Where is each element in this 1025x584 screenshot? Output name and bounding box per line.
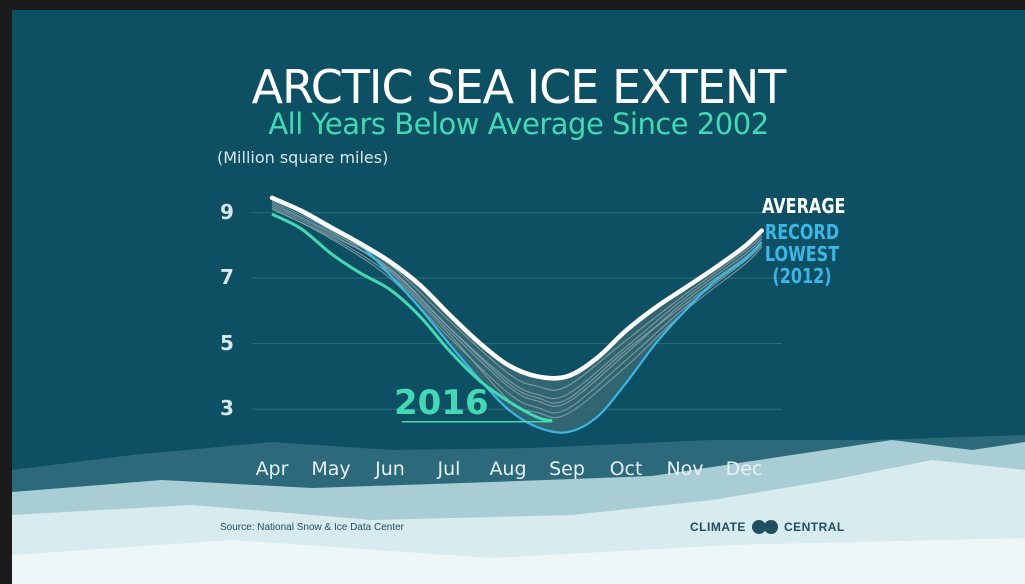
logo-text-left: CLIMATE — [690, 520, 746, 534]
average-line — [269, 195, 764, 381]
record-label-line: LOWEST — [764, 242, 840, 266]
y-tick-label: 9 — [220, 199, 234, 224]
x-tick-label: Jun — [375, 458, 405, 480]
x-tick-label: Sep — [549, 458, 585, 480]
logo-rings-icon — [750, 520, 780, 534]
y-tick-label: 3 — [220, 396, 234, 421]
x-tick-label: Nov — [666, 458, 704, 480]
record-lowest-series-label: RECORD LOWEST (2012) — [762, 221, 842, 287]
record-label-line: (2012) — [772, 264, 832, 288]
chart-title: ARCTIC SEA ICE EXTENT — [251, 60, 787, 114]
x-tick-label: Jul — [437, 458, 461, 480]
other-year-line — [271, 208, 763, 419]
y-axis-label: (Million square miles) — [217, 148, 389, 167]
record-lowest-line — [300, 211, 763, 434]
year-2016-series-label: 2016 — [394, 383, 489, 423]
source-note: Source: National Snow & Ice Data Center — [220, 522, 404, 533]
x-tick-label: Apr — [255, 458, 289, 480]
chart-svg — [12, 195, 1025, 584]
x-tick-label: Aug — [489, 458, 527, 480]
x-tick-label: May — [311, 458, 351, 480]
climate-central-logo: CLIMATE CENTRAL — [690, 520, 845, 534]
x-tick-label: Oct — [609, 458, 643, 480]
y-tick-label: 7 — [220, 265, 234, 290]
mountain-foreground — [12, 538, 1025, 584]
year-2016-line — [271, 212, 553, 423]
chart-subtitle: All Years Below Average Since 2002 — [268, 107, 769, 141]
other-year-line — [271, 202, 763, 391]
y-tick-label: 5 — [220, 330, 234, 355]
infographic-frame: ARCTIC SEA ICE EXTENT All Years Below Av… — [12, 10, 1025, 584]
record-label-line: RECORD — [764, 220, 840, 244]
average-series-label: AVERAGE — [762, 194, 846, 218]
x-tick-label: Dec — [725, 458, 763, 480]
logo-text-right: CENTRAL — [783, 520, 845, 534]
